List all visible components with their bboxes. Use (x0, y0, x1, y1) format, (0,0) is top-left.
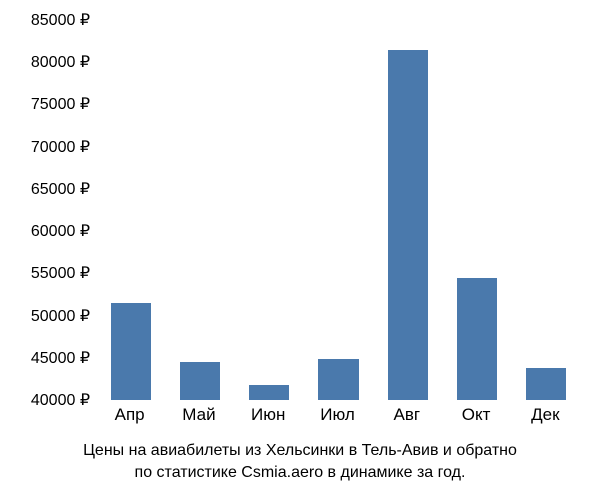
plot-area (95, 20, 580, 400)
bar (318, 359, 358, 400)
bar (249, 385, 289, 400)
y-tick-label: 45000 ₽ (0, 348, 90, 368)
x-tick-label: Апр (115, 405, 145, 425)
y-tick-label: 65000 ₽ (0, 179, 90, 199)
x-tick-label: Дек (531, 405, 559, 425)
x-tick-label: Июл (320, 405, 355, 425)
y-tick-label: 75000 ₽ (0, 94, 90, 114)
x-tick-label: Июн (251, 405, 285, 425)
y-tick-label: 60000 ₽ (0, 221, 90, 241)
y-tick-label: 80000 ₽ (0, 52, 90, 72)
caption-line-2: по статистике Csmia.aero в динамике за г… (135, 464, 466, 481)
x-tick-label: Май (182, 405, 215, 425)
price-chart: 40000 ₽ 45000 ₽ 50000 ₽ 55000 ₽ 60000 ₽ 65000… (0, 0, 600, 500)
caption-line-1: Цены на авиабилеты из Хельсинки в Тель-А… (83, 442, 517, 459)
bar (457, 278, 497, 400)
bar (180, 362, 220, 400)
y-tick-label: 85000 ₽ (0, 10, 90, 30)
bar (526, 368, 566, 400)
y-tick-label: 40000 ₽ (0, 390, 90, 410)
chart-caption: Цены на авиабилеты из Хельсинки в Тель-А… (0, 440, 600, 483)
bar (388, 50, 428, 400)
bar (111, 303, 151, 400)
x-tick-label: Авг (393, 405, 420, 425)
y-tick-label: 55000 ₽ (0, 263, 90, 283)
x-tick-label: Окт (462, 405, 491, 425)
y-tick-label: 70000 ₽ (0, 137, 90, 157)
y-tick-label: 50000 ₽ (0, 306, 90, 326)
